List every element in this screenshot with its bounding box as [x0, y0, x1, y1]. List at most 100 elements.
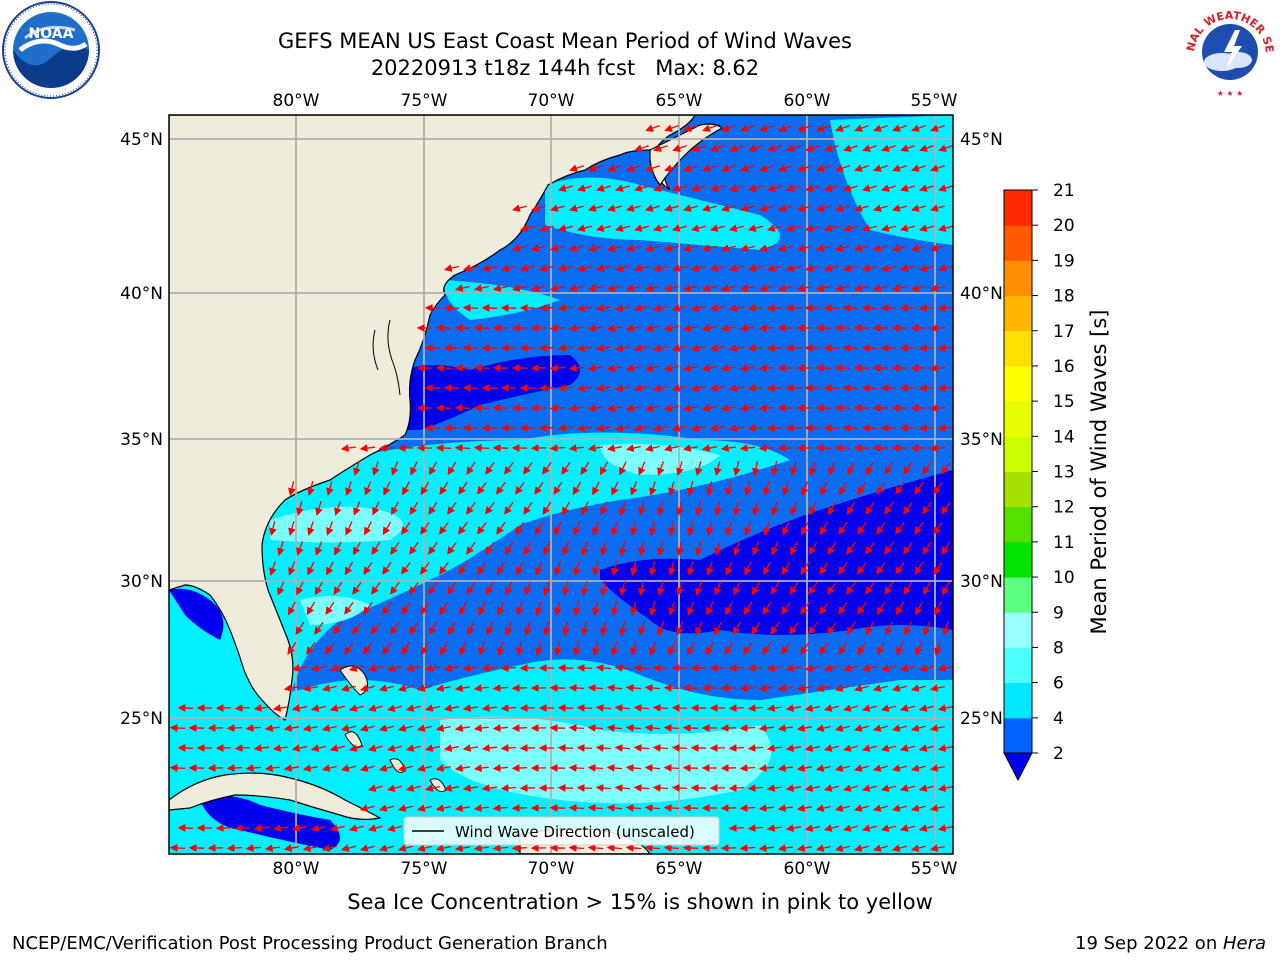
- footer-date: 19 Sep 2022 on Hera: [1075, 933, 1266, 954]
- wind-wave-arrow: [409, 582, 419, 595]
- wind-wave-arrow: [819, 521, 829, 536]
- wind-wave-arrow: [625, 324, 641, 332]
- wind-wave-arrow: [866, 461, 874, 476]
- wind-wave-arrow: [865, 621, 875, 636]
- wind-wave-arrow: [663, 684, 680, 692]
- wind-wave-arrow: [378, 684, 394, 692]
- wind-wave-arrow: [929, 724, 945, 732]
- wind-wave-arrow: [672, 184, 687, 192]
- wind-wave-arrow: [895, 561, 905, 575]
- wind-wave-arrow: [899, 824, 915, 832]
- wind-wave-arrow: [663, 284, 679, 292]
- wind-wave-arrow: [595, 344, 612, 352]
- wind-wave-arrow: [169, 724, 186, 732]
- wind-wave-arrow: [600, 501, 608, 516]
- wind-wave-arrow: [796, 804, 813, 812]
- wind-wave-arrow: [633, 784, 650, 792]
- wind-wave-arrow: [701, 404, 718, 412]
- wind-wave-arrow: [748, 144, 763, 152]
- wind-wave-arrow: [903, 502, 913, 515]
- wind-wave-arrow: [796, 684, 813, 692]
- wind-wave-arrow: [671, 264, 687, 272]
- wind-wave-arrow: [815, 764, 831, 772]
- wind-wave-arrow: [302, 764, 319, 772]
- wind-wave-arrow: [576, 304, 592, 312]
- wind-wave-arrow: [329, 664, 345, 672]
- wind-wave-arrow: [891, 244, 907, 252]
- wind-wave-arrow: [576, 424, 592, 432]
- wind-wave-arrow: [861, 384, 878, 392]
- wind-wave-arrow: [367, 744, 383, 752]
- wind-wave-arrow: [663, 764, 680, 772]
- colorbar-tick-label: 12: [1053, 498, 1075, 518]
- wind-wave-arrow: [725, 521, 733, 536]
- wind-wave-arrow: [777, 764, 794, 772]
- wind-wave-arrow: [721, 204, 736, 212]
- wind-wave-arrow: [835, 124, 850, 132]
- wind-wave-arrow: [853, 764, 869, 772]
- wind-wave-arrow: [929, 284, 945, 292]
- arrow-legend: Wind Wave Direction (unscaled): [403, 816, 720, 846]
- wind-wave-arrow: [496, 482, 506, 495]
- wind-wave-arrow: [676, 581, 684, 596]
- wind-wave-arrow: [728, 744, 745, 752]
- wind-wave-arrow: [690, 224, 706, 232]
- colorbar-tick-label: 18: [1053, 287, 1075, 307]
- wind-wave-arrow: [720, 364, 736, 372]
- wind-wave-arrow: [340, 764, 356, 772]
- wind-wave-arrow: [861, 424, 878, 432]
- wind-wave-arrow: [910, 764, 926, 772]
- wind-wave-arrow: [918, 384, 935, 392]
- wind-wave-arrow: [462, 264, 478, 272]
- wind-wave-arrow: [857, 521, 867, 535]
- wind-wave-arrow: [706, 561, 714, 576]
- wind-wave-arrow: [606, 324, 623, 332]
- wind-wave-arrow: [899, 744, 915, 752]
- wind-wave-arrow: [169, 844, 186, 852]
- wind-wave-arrow: [823, 824, 839, 832]
- wind-wave-arrow: [653, 184, 668, 192]
- wind-wave-arrow: [581, 501, 589, 516]
- wind-wave-arrow: [930, 204, 945, 212]
- wind-wave-arrow: [481, 304, 498, 312]
- wind-wave-arrow: [462, 784, 479, 792]
- wind-wave-arrow: [652, 704, 669, 712]
- wind-wave-arrow: [728, 264, 744, 272]
- wind-wave-arrow: [416, 724, 432, 732]
- wind-wave-arrow: [405, 744, 421, 752]
- wind-wave-arrow: [758, 724, 775, 732]
- wind-wave-arrow: [633, 384, 649, 392]
- wind-wave-arrow: [743, 641, 753, 655]
- wind-wave-arrow: [576, 744, 593, 752]
- wind-wave-arrow: [937, 264, 953, 272]
- wind-wave-arrow: [899, 664, 915, 672]
- colorbar-under-triangle: [1003, 752, 1033, 782]
- wind-wave-arrow: [861, 664, 877, 672]
- wind-wave-arrow: [861, 304, 878, 312]
- wind-wave-arrow: [739, 364, 756, 372]
- wind-wave-arrow: [549, 284, 565, 292]
- colorbar-segment: [1004, 612, 1032, 648]
- wind-wave-arrow: [386, 824, 402, 832]
- wind-wave-arrow: [823, 664, 839, 672]
- wind-wave-arrow: [862, 144, 877, 152]
- svg-text:★ ★ ★: ★ ★ ★: [1217, 89, 1244, 98]
- wind-wave-arrow: [884, 581, 894, 595]
- wind-wave-arrow: [739, 724, 756, 732]
- wind-wave-arrow: [630, 601, 638, 617]
- wave-period-field-lightcyan: [270, 443, 772, 804]
- wind-wave-arrow: [633, 264, 649, 272]
- wind-wave-arrow: [573, 521, 581, 536]
- wind-wave-arrow: [401, 521, 411, 535]
- wind-wave-arrow: [595, 424, 612, 432]
- wind-wave-arrow: [568, 764, 585, 772]
- wind-wave-arrow: [933, 521, 943, 535]
- wind-wave-arrow: [595, 304, 612, 312]
- wind-wave-arrow: [668, 601, 676, 616]
- wind-wave-arrow: [454, 404, 471, 412]
- wind-wave-arrow: [538, 224, 554, 232]
- wind-wave-arrow: [846, 501, 856, 516]
- wind-wave-arrow: [747, 344, 764, 352]
- wind-wave-arrow: [600, 541, 608, 556]
- wind-wave-arrow: [733, 501, 741, 517]
